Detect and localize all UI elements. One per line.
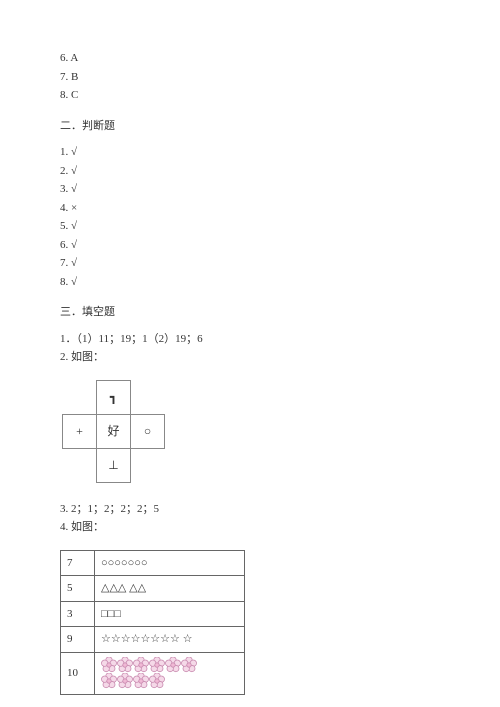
cube-top: ┓ — [97, 380, 131, 414]
judge-item: 1. √ — [60, 144, 440, 161]
cube-net: ┓ + 好 ○ ⊥ — [62, 380, 440, 483]
table-row: 3 □□□ — [61, 601, 245, 627]
judge-item: 8. √ — [60, 274, 440, 291]
answer-line: 7. B — [60, 69, 440, 86]
row-shapes: ☆☆☆☆☆☆☆☆ ☆ — [95, 627, 245, 653]
cube-center: 好 — [97, 414, 131, 448]
table-row: 10 — [61, 652, 245, 694]
answer-line: 8. C — [60, 87, 440, 104]
answer-line: 6. A — [60, 50, 440, 67]
cube-right: ○ — [131, 414, 165, 448]
table-row: 5 △△△ △△ — [61, 576, 245, 602]
row-num: 3 — [61, 601, 95, 627]
shape-table: 7 ○○○○○○○ 5 △△△ △△ 3 □□□ 9 ☆☆☆☆☆☆☆☆ ☆ 10 — [60, 550, 245, 695]
row-num: 10 — [61, 652, 95, 694]
row-shapes: □□□ — [95, 601, 245, 627]
row-num: 5 — [61, 576, 95, 602]
judge-item: 2. √ — [60, 163, 440, 180]
judge-item: 6. √ — [60, 237, 440, 254]
table-row: 7 ○○○○○○○ — [61, 550, 245, 576]
row-shapes — [95, 652, 245, 694]
row-shapes: ○○○○○○○ — [95, 550, 245, 576]
fill-q1: 1．（1）11；19；1（2）19；6 — [60, 331, 440, 348]
row-num: 9 — [61, 627, 95, 653]
section3-title: 三．填空题 — [60, 304, 440, 321]
fill-q3: 3. 2；1；2；2；2；5 — [60, 501, 440, 518]
section2-title: 二．判断题 — [60, 118, 440, 135]
row-shapes: △△△ △△ — [95, 576, 245, 602]
fill-q4: 4. 如图： — [60, 519, 440, 536]
fill-q2: 2. 如图： — [60, 349, 440, 366]
row-num: 7 — [61, 550, 95, 576]
table-row: 9 ☆☆☆☆☆☆☆☆ ☆ — [61, 627, 245, 653]
cube-left: + — [63, 414, 97, 448]
judge-item: 7. √ — [60, 255, 440, 272]
judge-item: 3. √ — [60, 181, 440, 198]
judge-item: 5. √ — [60, 218, 440, 235]
judge-item: 4. × — [60, 200, 440, 217]
cube-bottom: ⊥ — [97, 448, 131, 482]
